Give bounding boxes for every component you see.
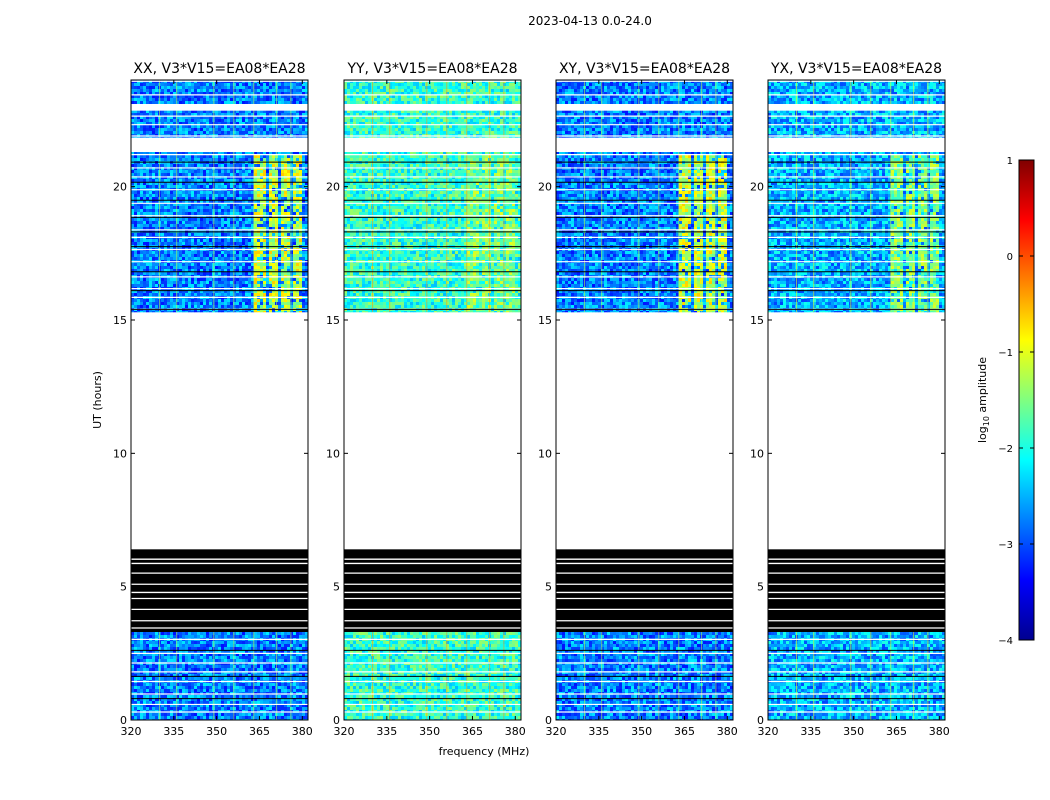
y-axis-label: UT (hours) [91,371,104,429]
x-tick-label: 350 [843,725,864,738]
flagged-block [556,549,733,632]
x-axis-label: frequency (MHz) [439,745,530,758]
flag-band [556,104,733,111]
heatmap-cells [556,80,734,721]
x-tick-label: 350 [631,725,652,738]
y-tick-label: 15 [750,314,764,327]
flag-band [768,104,945,111]
panel-4: YX, V3*V15=EA08*EA28 320 335 350 365 380 0 5 10 1… [750,61,950,738]
panel-frame [555,79,734,721]
x-tick-label: 320 [334,725,355,738]
y-tick-label: 5 [545,581,552,594]
x-tick-label: 380 [717,725,738,738]
y-tick-label: 10 [326,447,340,460]
x-tick-label: 335 [163,725,184,738]
panel-title: YY, V3*V15=EA08*EA28 [346,61,517,77]
panel-title: XY, V3*V15=EA08*EA28 [559,61,730,77]
colorbar-tick-label: −4 [998,636,1013,647]
flagged-block [131,549,308,632]
panel-1: XX, V3*V15=EA08*EA28 320 335 350 365 380 0 5 10 1… [113,61,313,738]
flagged-block [768,549,945,632]
colorbar-tick-label: −1 [998,348,1013,359]
x-tick-label: 320 [758,725,779,738]
y-tick-label: 5 [757,581,764,594]
x-tick-label: 365 [462,725,483,738]
figure-title: 2023-04-13 0.0-24.0 [0,14,1050,28]
y-tick-label: 15 [113,314,127,327]
y-tick-label: 20 [750,181,764,194]
colorbar-tick-label: −2 [998,444,1013,455]
y-tick-label: 15 [326,314,340,327]
colorbar: 1 0 −1 −2 −3 −4 log10 amplitude [976,156,1035,647]
panel-title: XX, V3*V15=EA08*EA28 [133,61,305,77]
x-tick-label: 350 [419,725,440,738]
x-tick-label: 365 [249,725,270,738]
panel-frame [767,79,946,721]
x-tick-label: 335 [800,725,821,738]
panel-title: YX, V3*V15=EA08*EA28 [770,61,942,77]
flag-band [344,104,521,111]
y-tick-label: 20 [113,181,127,194]
y-tick-label: 0 [333,714,340,727]
y-tick-label: 10 [538,447,552,460]
x-tick-label: 335 [376,725,397,738]
colorbar-label: log10 amplitude [976,357,991,443]
x-tick-label: 350 [206,725,227,738]
heatmap-cells [131,80,309,721]
y-tick-label: 15 [538,314,552,327]
x-tick-label: 380 [505,725,526,738]
colorbar-tick-label: 1 [1007,156,1013,167]
x-tick-label: 320 [546,725,567,738]
heatmap-cells [344,80,522,721]
colorbar-gradient [1018,159,1035,641]
colorbar-tick-label: −3 [998,540,1013,551]
heatmap-cells [768,80,946,721]
panel-frame [343,79,522,721]
x-tick-label: 365 [886,725,907,738]
y-tick-label: 0 [545,714,552,727]
y-tick-label: 5 [333,581,340,594]
colorbar-tick-label: 0 [1007,252,1013,263]
y-tick-label: 20 [538,181,552,194]
flag-band [131,104,308,111]
y-tick-label: 20 [326,181,340,194]
y-tick-label: 0 [757,714,764,727]
x-tick-label: 320 [121,725,142,738]
y-tick-label: 10 [750,447,764,460]
y-tick-label: 5 [120,581,127,594]
panel-frame [130,79,309,721]
x-tick-label: 335 [588,725,609,738]
y-tick-label: 10 [113,447,127,460]
x-tick-label: 365 [674,725,695,738]
flagged-block [344,549,521,632]
y-tick-label: 0 [120,714,127,727]
x-tick-label: 380 [929,725,950,738]
panel-3: XY, V3*V15=EA08*EA28 320 335 350 365 380 0 5 10 1… [538,61,738,738]
panel-2: YY, V3*V15=EA08*EA28 320 335 350 365 380 0 5 10 1… [326,61,526,738]
x-tick-label: 380 [292,725,313,738]
